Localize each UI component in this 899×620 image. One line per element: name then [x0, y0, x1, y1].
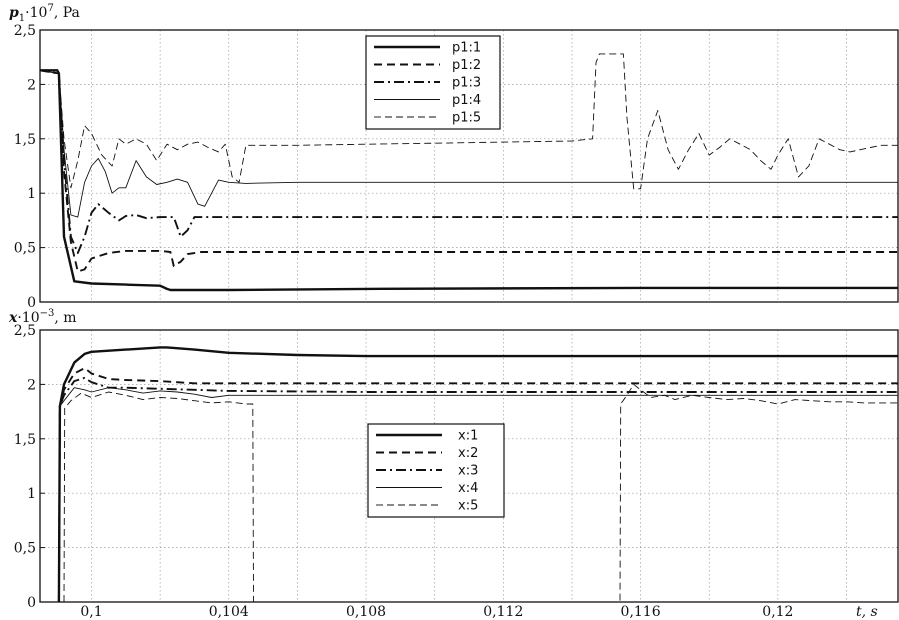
pressure-series: [40, 53, 898, 292]
displacement-y-tick-label: 0: [27, 595, 36, 611]
pressure-y-tick-label: 1: [27, 186, 36, 202]
pressure-legend-label: p1:2: [452, 58, 481, 73]
displacement-y-axis-scale: ·10: [17, 310, 39, 326]
displacement-series-line: [58, 387, 898, 602]
pressure-series-line: [40, 53, 898, 190]
displacement-series-line: [63, 383, 898, 602]
pressure-y-axis-scale: ·10: [25, 5, 47, 21]
pressure-y-tick-label: 2: [27, 77, 36, 93]
pressure-y-tick-label: 0: [27, 295, 36, 311]
displacement-x-tick-label: 0,1: [80, 604, 102, 620]
pressure-plot-frame: [39, 29, 899, 303]
displacement-x-tick-label: 0,12: [762, 604, 793, 620]
time-axis-label: t, s: [856, 604, 878, 620]
pressure-y-tick-label: 2,5: [14, 23, 36, 39]
displacement-legend-label: x:2: [458, 446, 478, 461]
displacement-y-tick-label: 0,5: [14, 541, 36, 557]
displacement-y-tick-label: 2,5: [14, 323, 36, 339]
pressure-legend-label: p1:4: [452, 93, 481, 108]
displacement-legend-label: x:5: [458, 499, 478, 514]
pressure-y-tick-label: 1,5: [14, 132, 36, 148]
displacement-x-tick-label: 0,108: [346, 604, 386, 620]
displacement-plot-frame: [39, 329, 899, 603]
pressure-y-axis-sub: 1: [19, 13, 25, 24]
displacement-series-line: [57, 367, 898, 602]
pressure-y-tick-label: 0,5: [14, 241, 36, 257]
displacement-y-axis-unit: , m: [54, 310, 76, 326]
displacement-x-tick-label: 0,104: [209, 604, 249, 620]
displacement-y-axis-exp: −3: [40, 308, 55, 319]
displacement-y-tick-label: 1,5: [14, 432, 36, 448]
displacement-legend-label: x:4: [458, 481, 478, 496]
pressure-y-axis-exp: 7: [47, 3, 53, 14]
pressure-series-line: [40, 69, 898, 254]
displacement-y-tick-label: 1: [27, 486, 36, 502]
displacement-x-tick-label: 0,116: [621, 604, 661, 620]
pressure-y-axis-unit: , Pa: [54, 5, 80, 21]
pressure-legend-label: p1:5: [452, 111, 481, 126]
displacement-legend-label: x:1: [458, 429, 478, 444]
pressure-series-line: [40, 69, 898, 273]
displacement-y-axis-title: x·10−3, m: [8, 308, 77, 326]
pressure-series-line: [40, 69, 898, 218]
pressure-y-axis-var: p: [9, 5, 19, 21]
displacement-series: [57, 346, 898, 602]
displacement-y-tick-label: 2: [27, 377, 36, 393]
displacement-chart: 0 0,5 1 1,5 2 2,5 0,1 0,104 0,108 0,112 0,116 0,12…: [8, 308, 899, 620]
displacement-legend: x:1 x:2 x:3 x:4 x:5: [367, 423, 505, 518]
pressure-legend-label: p1:1: [452, 41, 481, 56]
displacement-x-tick-label: 0,112: [483, 604, 523, 620]
pressure-y-axis-title: p1·107, Pa: [9, 3, 80, 24]
pressure-y-ticks: 0 0,5 1 1,5 2 2,5: [14, 23, 45, 311]
pressure-chart: 00,511,522,5 p1·107, Pa p1:1p1:2p1:3p1:4…: [9, 3, 899, 311]
pressure-legend: p1:1 p1:2 p1:3 p1:4 p1:5: [365, 35, 501, 130]
displacement-legend-label: x:3: [458, 464, 478, 479]
displacement-y-axis-var: x: [8, 310, 18, 326]
displacement-x-ticks: 0,1 0,104 0,108 0,112 0,116 0,12: [80, 604, 793, 620]
pressure-legend-label: p1:3: [452, 76, 481, 91]
displacement-y-ticks: 0 0,5 1 1,5 2 2,5: [14, 323, 45, 611]
displacement-series-line: [57, 346, 898, 602]
